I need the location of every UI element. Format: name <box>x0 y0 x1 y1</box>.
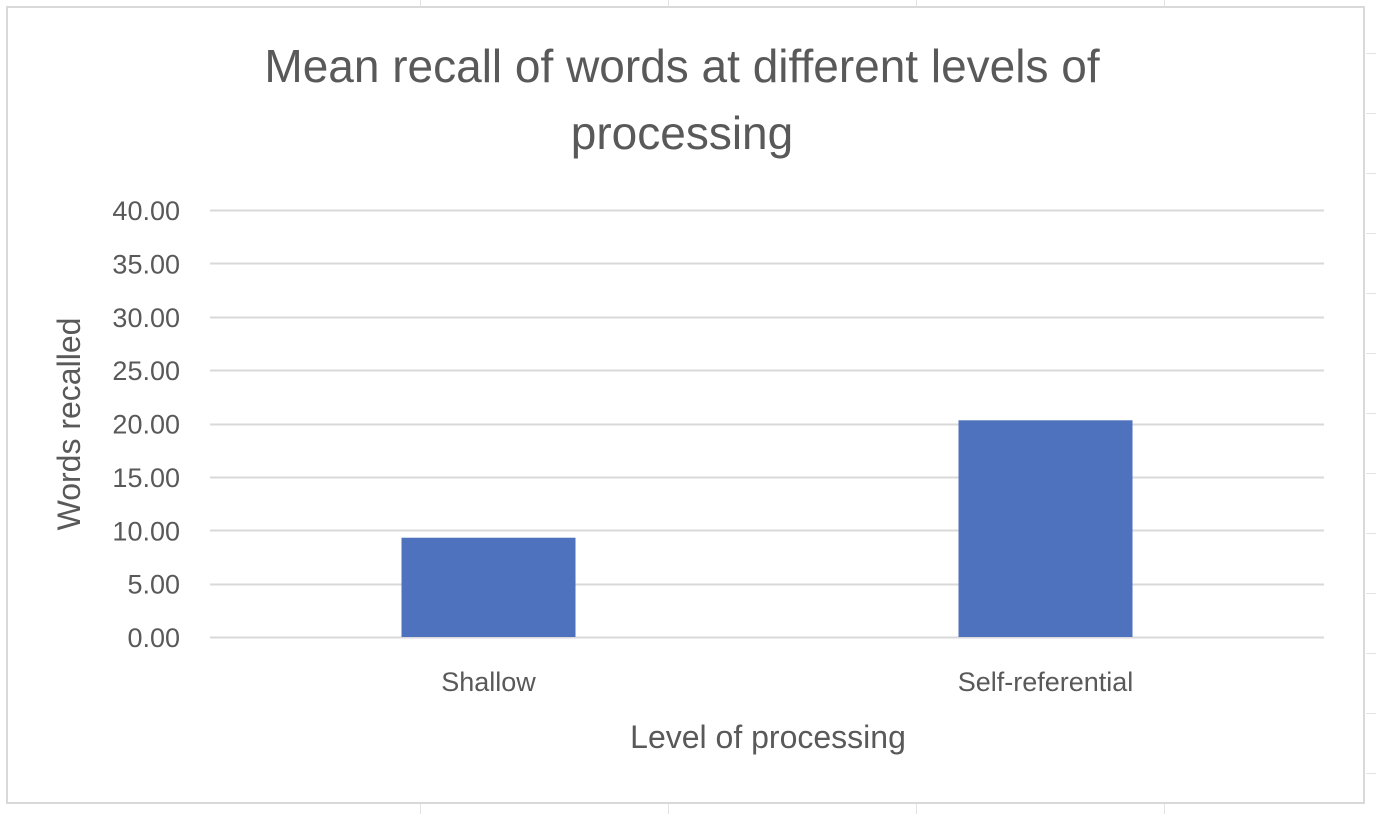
bar-series <box>401 420 1133 637</box>
chart-title: Mean recall of words at different levels… <box>264 40 1099 159</box>
bar-self-referential[interactable] <box>958 420 1133 637</box>
bar-shallow[interactable] <box>401 537 576 637</box>
y-tick-label: 0.00 <box>127 623 180 653</box>
y-tick-label: 10.00 <box>112 516 180 546</box>
y-tick-label: 25.00 <box>112 356 180 386</box>
x-axis-title: Level of processing <box>630 719 906 755</box>
x-tick-label: Self-referential <box>958 667 1134 697</box>
y-tick-label: 30.00 <box>112 303 180 333</box>
y-tick-label: 15.00 <box>112 463 180 493</box>
y-tick-label: 20.00 <box>112 410 180 440</box>
chart-title-line-1: Mean recall of words at different levels… <box>264 40 1099 92</box>
x-axis-tick-labels: Shallow Self-referential <box>441 667 1133 697</box>
y-tick-label: 5.00 <box>127 570 180 600</box>
y-tick-label: 35.00 <box>112 249 180 279</box>
y-tick-label: 40.00 <box>112 196 180 226</box>
x-tick-label: Shallow <box>441 667 536 697</box>
chart-title-line-2: processing <box>571 107 793 159</box>
y-gridlines <box>210 209 1324 639</box>
y-axis-tick-labels: 0.00 5.00 10.00 15.00 20.00 25.00 30.00 35.00 40… <box>112 196 180 653</box>
chart-area[interactable] <box>6 6 1365 804</box>
y-axis-title: Words recalled <box>51 318 87 531</box>
